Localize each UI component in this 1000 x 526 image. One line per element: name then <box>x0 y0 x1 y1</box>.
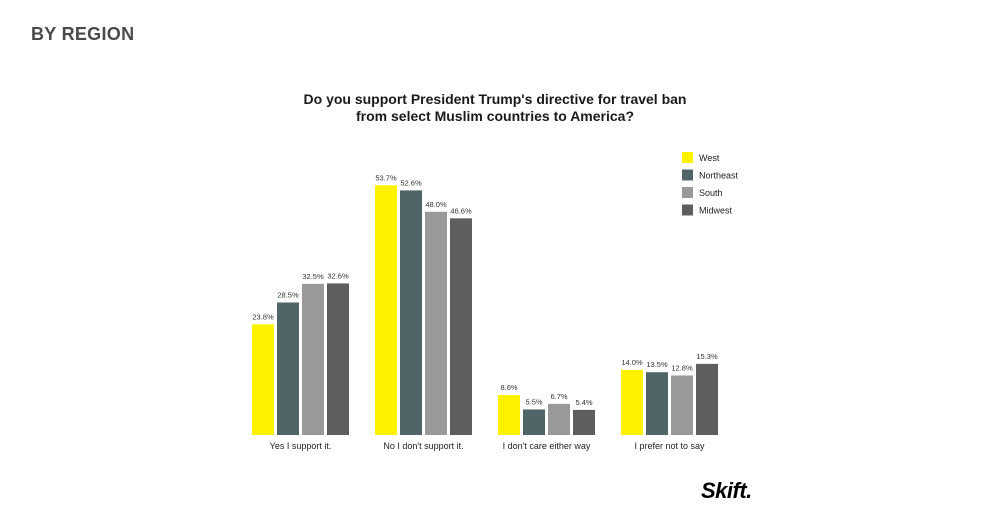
bar-south-1 <box>302 283 324 435</box>
bar-west-1 <box>252 324 274 435</box>
category-label: I don't care either way <box>503 441 591 451</box>
category-label: No I don't support it. <box>383 441 463 451</box>
bar-west-4 <box>621 369 643 435</box>
bar-south-4 <box>671 375 693 435</box>
bar-value-label: 48.0% <box>425 200 447 209</box>
bar-value-label: 5.5% <box>525 397 542 406</box>
bar-northeast-4 <box>646 372 668 435</box>
chart-title-line: from select Muslim countries to America? <box>356 108 634 124</box>
bar-northeast-1 <box>277 302 299 435</box>
bar-value-label: 32.6% <box>327 271 349 280</box>
chart-title-line: Do you support President Trump's directi… <box>304 91 687 107</box>
section-label: BY REGION <box>31 24 135 44</box>
bar-value-label: 46.6% <box>450 206 472 215</box>
bar-midwest-3 <box>573 409 595 435</box>
bar-value-label: 32.5% <box>302 272 324 281</box>
bar-value-label: 13.5% <box>646 360 668 369</box>
chart-bars: 23.8% 28.5%32.5% 32.6% 53.7%52.6% 48.0%46.6%… <box>252 173 718 435</box>
bar-value-label: 15.3% <box>696 352 718 361</box>
legend-swatch-midwest <box>682 204 693 216</box>
bar-midwest-1 <box>327 283 349 435</box>
bar-south-3 <box>548 403 570 435</box>
legend-swatch-south <box>682 187 693 198</box>
category-label: I prefer not to say <box>634 441 705 451</box>
bar-south-2 <box>425 211 447 435</box>
bar-value-label: 6.7% <box>550 392 567 401</box>
bar-value-label: 8.6% <box>500 383 517 392</box>
chart-title: Do you support President Trump's directi… <box>304 91 687 124</box>
category-labels: Yes I support it. No I don't support it. I… <box>270 441 705 451</box>
bar-value-label: 14.0% <box>621 358 643 367</box>
bar-value-label: 12.8% <box>671 363 693 372</box>
bar-northeast-2 <box>400 190 422 435</box>
category-label: Yes I support it. <box>270 441 332 451</box>
skift-logo: Skift. <box>701 478 752 503</box>
legend-label: West <box>699 153 720 163</box>
bar-midwest-4 <box>696 363 718 435</box>
legend-swatch-west <box>682 152 693 163</box>
bar-value-label: 52.6% <box>400 178 422 187</box>
chart-legend: West Northeast South Midwest <box>682 152 739 216</box>
bar-value-label: 28.5% <box>277 290 299 299</box>
legend-label: Midwest <box>699 206 733 216</box>
legend-swatch-northeast <box>682 169 693 181</box>
bar-west-3 <box>498 395 520 435</box>
legend-label: South <box>699 188 723 198</box>
bar-midwest-2 <box>450 218 472 435</box>
bar-value-label: 53.7% <box>375 173 397 182</box>
bar-west-2 <box>375 185 397 435</box>
bar-value-label: 5.4% <box>575 398 592 407</box>
legend-label: Northeast <box>699 171 739 181</box>
bar-northeast-3 <box>523 409 545 435</box>
bar-value-label: 23.8% <box>252 312 274 321</box>
